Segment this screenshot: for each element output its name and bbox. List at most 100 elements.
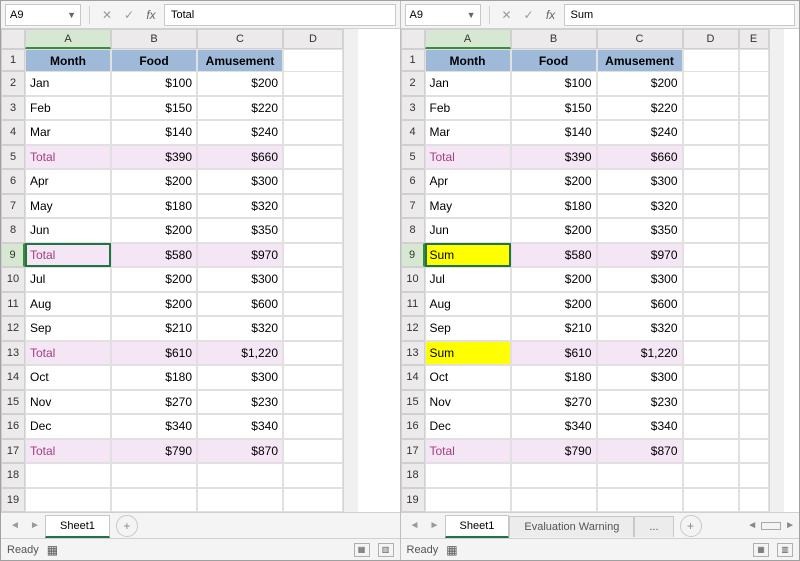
cell[interactable] <box>739 71 769 96</box>
cell[interactable]: $140 <box>511 120 597 145</box>
cell[interactable]: $140 <box>111 120 197 145</box>
cell[interactable]: $970 <box>197 243 283 268</box>
row-header[interactable]: 11 <box>401 292 425 317</box>
cell[interactable]: $320 <box>197 316 283 341</box>
row-header[interactable]: 17 <box>401 439 425 464</box>
cell[interactable]: Jan <box>425 71 511 96</box>
cell[interactable]: $200 <box>111 169 197 194</box>
cell[interactable] <box>683 267 739 292</box>
cell[interactable]: Sum <box>425 341 511 366</box>
cell[interactable]: $230 <box>197 390 283 415</box>
cell[interactable]: $340 <box>197 414 283 439</box>
cell[interactable]: $300 <box>597 365 683 390</box>
cell[interactable]: $300 <box>597 169 683 194</box>
column-header[interactable]: C <box>597 29 683 49</box>
cell[interactable] <box>425 488 511 513</box>
name-box[interactable]: A9 ▼ <box>5 4 81 26</box>
row-header[interactable]: 19 <box>1 488 25 513</box>
view-normal-icon[interactable]: ▦ <box>753 543 769 557</box>
cell[interactable]: May <box>25 194 111 219</box>
row-header[interactable]: 10 <box>401 267 425 292</box>
cell[interactable]: $870 <box>197 439 283 464</box>
cell[interactable]: Food <box>111 49 197 73</box>
cell[interactable]: $790 <box>111 439 197 464</box>
cell[interactable] <box>283 120 343 145</box>
cell[interactable] <box>683 292 739 317</box>
row-header[interactable]: 19 <box>401 488 425 513</box>
cell[interactable]: Feb <box>425 96 511 121</box>
cell[interactable] <box>739 120 769 145</box>
fx-icon[interactable]: fx <box>542 6 560 24</box>
cell[interactable]: Sep <box>25 316 111 341</box>
cell[interactable] <box>283 169 343 194</box>
cell[interactable] <box>197 463 283 488</box>
cell[interactable]: $300 <box>597 267 683 292</box>
row-header[interactable]: 18 <box>1 463 25 488</box>
cell[interactable]: $200 <box>111 267 197 292</box>
row-header[interactable]: 16 <box>401 414 425 439</box>
cell[interactable] <box>683 169 739 194</box>
row-header[interactable]: 10 <box>1 267 25 292</box>
cell[interactable]: $580 <box>111 243 197 268</box>
cell[interactable]: Dec <box>425 414 511 439</box>
cell[interactable] <box>683 49 739 73</box>
cell[interactable] <box>283 49 343 73</box>
cell[interactable]: $340 <box>597 414 683 439</box>
cell[interactable]: Food <box>511 49 597 73</box>
cell[interactable] <box>25 488 111 513</box>
cell[interactable] <box>739 292 769 317</box>
cell[interactable] <box>197 488 283 513</box>
cell[interactable] <box>283 488 343 513</box>
cell[interactable] <box>597 463 683 488</box>
cell[interactable]: $320 <box>597 316 683 341</box>
cell[interactable]: $200 <box>511 218 597 243</box>
cell[interactable]: $240 <box>597 120 683 145</box>
cell[interactable]: Jul <box>25 267 111 292</box>
cell[interactable] <box>739 390 769 415</box>
cell[interactable]: $350 <box>197 218 283 243</box>
row-header[interactable]: 12 <box>1 316 25 341</box>
cell[interactable]: $600 <box>197 292 283 317</box>
cell[interactable]: $210 <box>511 316 597 341</box>
cell[interactable]: Apr <box>425 169 511 194</box>
row-header[interactable]: 4 <box>1 120 25 145</box>
cell[interactable] <box>283 414 343 439</box>
cell[interactable] <box>739 96 769 121</box>
cell[interactable]: $340 <box>511 414 597 439</box>
row-header[interactable]: 5 <box>1 145 25 170</box>
cell[interactable]: Month <box>25 49 111 73</box>
cell[interactable] <box>683 194 739 219</box>
cell[interactable] <box>739 243 769 268</box>
cell[interactable]: $300 <box>197 169 283 194</box>
cell[interactable] <box>511 488 597 513</box>
cell[interactable] <box>111 488 197 513</box>
chevron-down-icon[interactable]: ▼ <box>67 10 76 20</box>
confirm-icon[interactable]: ✓ <box>120 6 138 24</box>
row-header[interactable]: 3 <box>1 96 25 121</box>
cell[interactable] <box>283 145 343 170</box>
cell[interactable]: $270 <box>511 390 597 415</box>
cell[interactable]: Amusement <box>197 49 283 73</box>
cell[interactable]: Mar <box>425 120 511 145</box>
row-header[interactable]: 17 <box>1 439 25 464</box>
cell[interactable]: Nov <box>25 390 111 415</box>
cell[interactable]: $220 <box>197 96 283 121</box>
cell[interactable]: Total <box>425 145 511 170</box>
cell[interactable]: Jun <box>25 218 111 243</box>
cell[interactable]: $150 <box>111 96 197 121</box>
cell[interactable]: $100 <box>511 71 597 96</box>
cell[interactable] <box>739 169 769 194</box>
cell[interactable] <box>739 365 769 390</box>
cell[interactable]: Total <box>25 243 111 268</box>
cell[interactable] <box>683 488 739 513</box>
cell[interactable]: Oct <box>425 365 511 390</box>
vertical-scrollbar[interactable] <box>343 29 358 512</box>
fx-icon[interactable]: fx <box>142 6 160 24</box>
row-header[interactable]: 14 <box>401 365 425 390</box>
cell[interactable] <box>683 463 739 488</box>
column-header[interactable]: B <box>111 29 197 49</box>
cell[interactable] <box>683 145 739 170</box>
cell[interactable] <box>739 341 769 366</box>
cell[interactable]: $220 <box>597 96 683 121</box>
cell[interactable]: Mar <box>25 120 111 145</box>
